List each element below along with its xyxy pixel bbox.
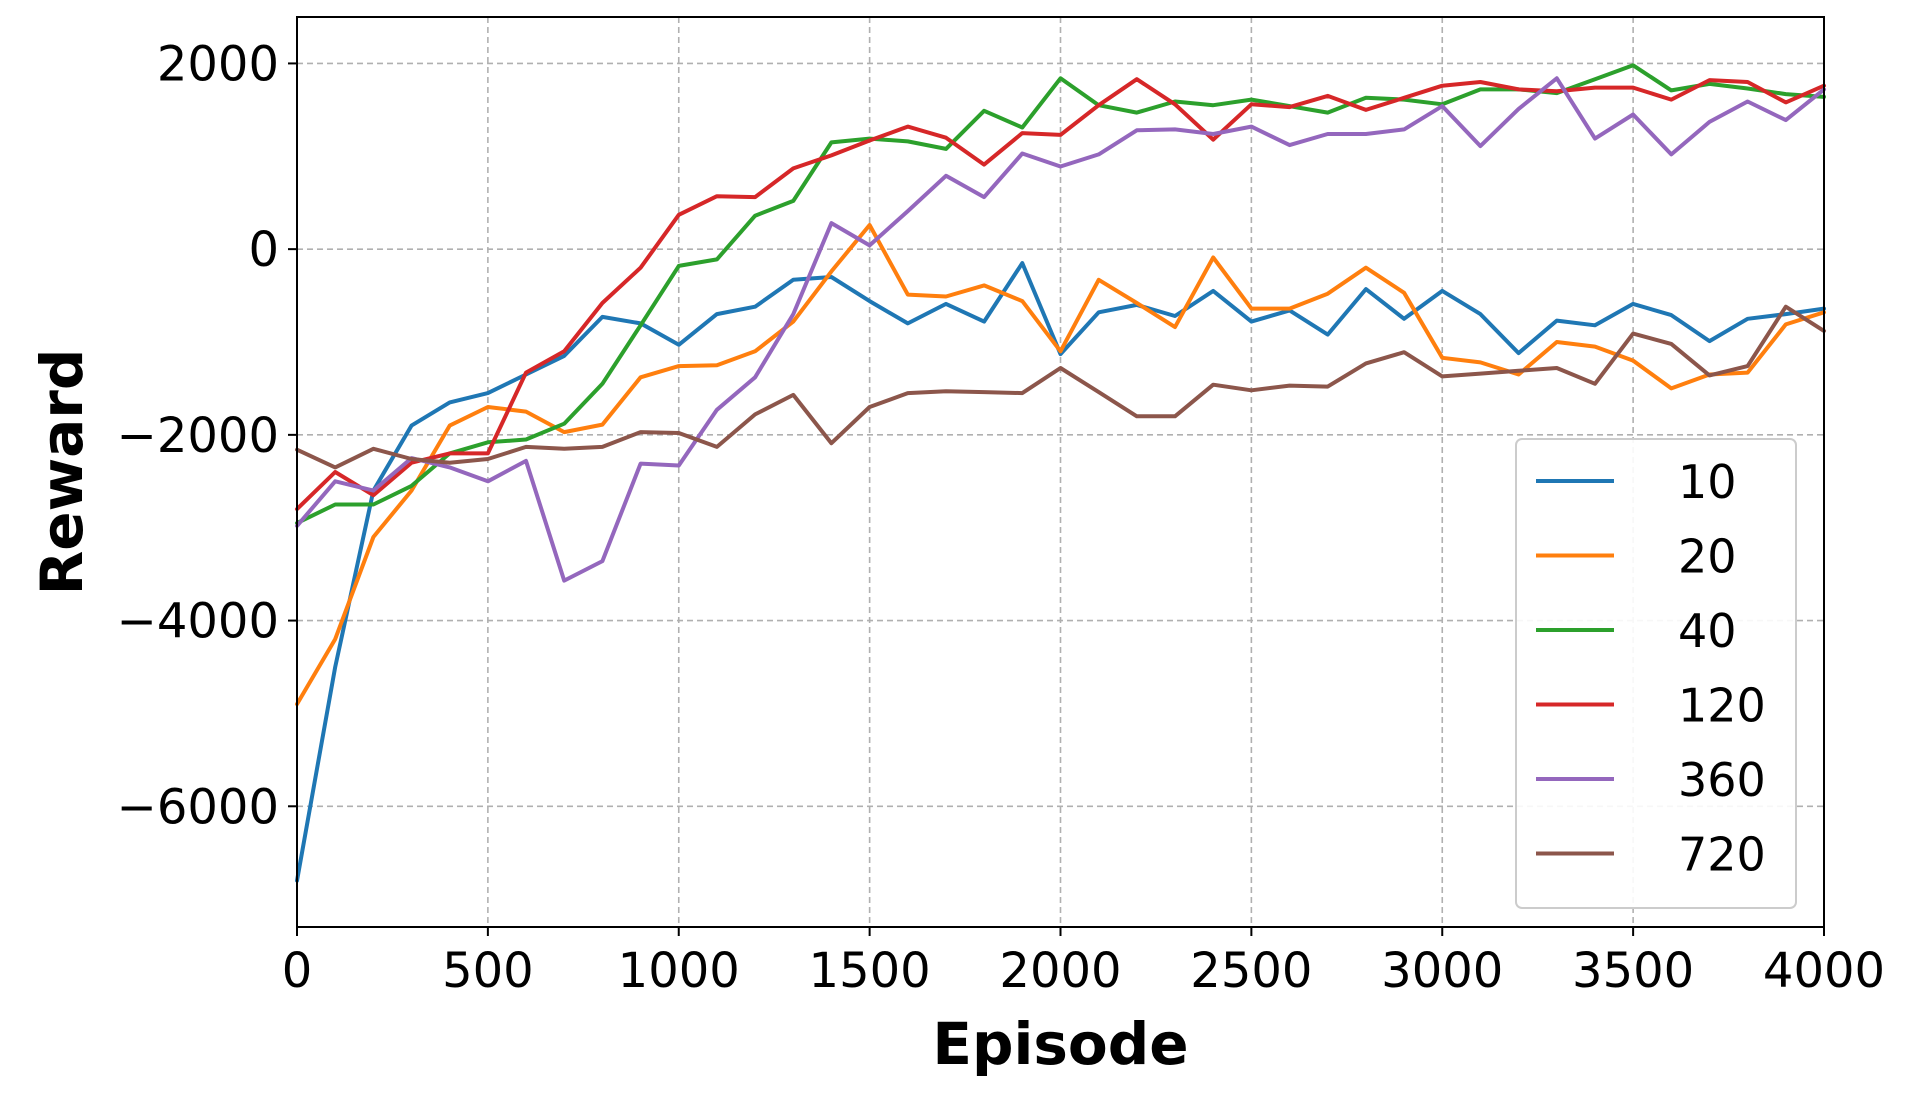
x-tick-label: 0	[282, 943, 313, 999]
series-lines	[295, 63, 1826, 883]
series-line-10	[295, 261, 1826, 883]
x-tick-label: 1000	[618, 943, 740, 999]
y-tick-label: −2000	[117, 408, 279, 464]
y-axis-ticks: −6000 −4000 −2000 0 2000	[117, 36, 297, 835]
x-tick-label: 500	[442, 943, 534, 999]
x-axis-ticks: 0 500 1000 1500 2000 2500 3000 3500 4000	[282, 927, 1885, 999]
x-tick-label: 2500	[1190, 943, 1312, 999]
legend-label-360: 360	[1678, 753, 1766, 807]
legend-label-20: 20	[1678, 530, 1737, 584]
series-line-120	[295, 77, 1826, 512]
y-axis-label: Reward	[28, 349, 96, 596]
legend-label-720: 720	[1678, 828, 1766, 882]
y-tick-label: 0	[248, 222, 279, 278]
y-tick-label: 2000	[157, 36, 279, 92]
x-tick-label: 3500	[1572, 943, 1694, 999]
series-line-20	[295, 223, 1826, 707]
x-tick-label: 3000	[1381, 943, 1503, 999]
legend-label-10: 10	[1678, 455, 1737, 509]
y-tick-label: −6000	[117, 779, 279, 835]
x-axis-label: Episode	[932, 1010, 1188, 1078]
legend-label-40: 40	[1678, 604, 1737, 658]
x-tick-label: 1500	[809, 943, 931, 999]
y-tick-label: −4000	[117, 594, 279, 650]
series-line-720	[295, 304, 1826, 470]
legend: 10 20 40 120 360 720	[1515, 438, 1797, 909]
legend-label-120: 120	[1678, 679, 1766, 733]
series-line-360	[295, 76, 1826, 583]
x-tick-label: 2000	[999, 943, 1121, 999]
x-tick-label: 4000	[1763, 943, 1885, 999]
